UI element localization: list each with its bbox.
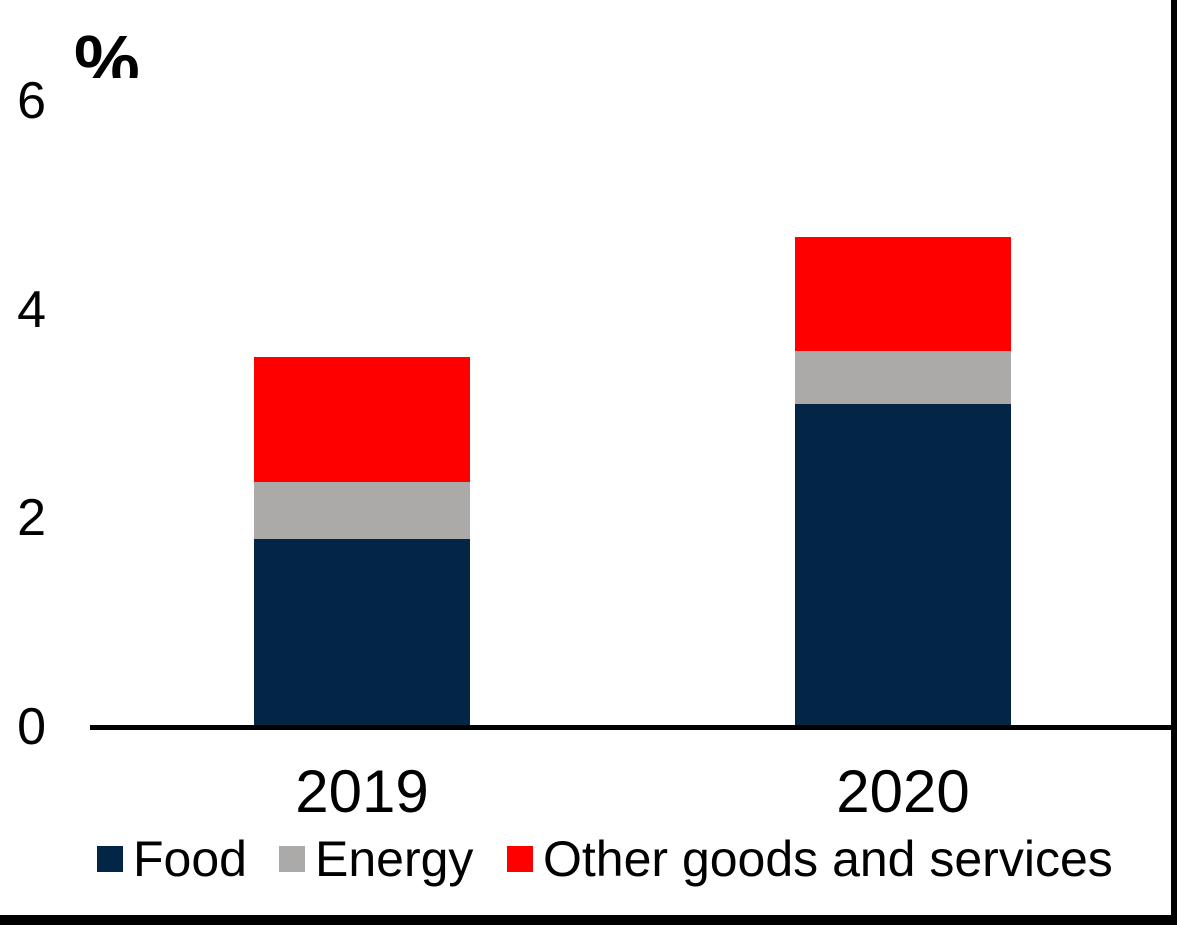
other-legend-swatch	[507, 846, 533, 872]
percent-symbol: %	[74, 30, 140, 78]
legend: Food Energy Other goods and services	[0, 832, 1177, 886]
bar-segment-2019-other-goods-and-services	[254, 356, 470, 482]
bottom-border	[0, 915, 1177, 925]
energy-legend-swatch	[279, 846, 305, 872]
legend-item-other: Other goods and services	[507, 832, 1113, 886]
x-axis-label-2019: 2019	[295, 758, 429, 825]
x-axis-label-2020: 2020	[836, 758, 970, 825]
food-legend-swatch	[97, 846, 123, 872]
legend-label-energy: Energy	[315, 831, 474, 887]
y-axis-tick-label-4: 4	[17, 280, 46, 339]
y-axis-tick-label-2: 2	[17, 489, 46, 548]
bar-segment-2020-food	[795, 403, 1011, 727]
x-axis-line	[90, 725, 1177, 730]
bar-segment-2019-food	[254, 539, 470, 727]
bar-segment-2020-other-goods-and-services	[795, 236, 1011, 352]
y-axis-tick-label-0: 0	[17, 698, 46, 756]
bar-segment-2020-energy	[795, 351, 1011, 404]
legend-label-other: Other goods and services	[543, 831, 1113, 887]
right-border	[1171, 0, 1177, 925]
y-axis-title: %	[74, 30, 140, 78]
stacked-bar-2019	[254, 356, 470, 727]
legend-label-food: Food	[133, 831, 247, 887]
legend-item-energy: Energy	[279, 832, 473, 886]
stacked-bar-2020	[795, 236, 1011, 727]
legend-item-food: Food	[97, 832, 247, 886]
bar-segment-2019-energy	[254, 481, 470, 540]
y-axis-tick-label-6: 6	[17, 72, 46, 131]
